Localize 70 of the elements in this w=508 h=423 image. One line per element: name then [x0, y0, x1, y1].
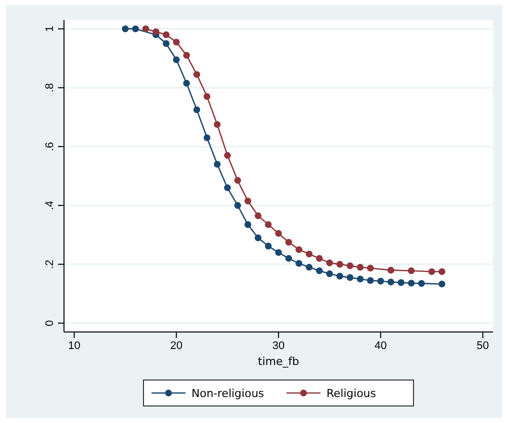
- point: [285, 238, 292, 246]
- x-tick-label: 20: [170, 340, 182, 352]
- point: [204, 134, 210, 142]
- point: [193, 71, 200, 78]
- point: [306, 250, 313, 258]
- point: [336, 272, 344, 280]
- point: [224, 184, 231, 192]
- x-tick-label: 50: [476, 340, 489, 352]
- point: [428, 268, 436, 276]
- point: [408, 267, 415, 274]
- point: [264, 221, 272, 228]
- x-axis-title: time_fb: [258, 355, 300, 368]
- point: [296, 246, 302, 253]
- point: [254, 212, 262, 220]
- point: [224, 152, 231, 159]
- y-tick-label: .4: [44, 200, 56, 210]
- point: [275, 230, 282, 237]
- point: [162, 40, 170, 47]
- point: [214, 160, 221, 168]
- point: [152, 28, 160, 36]
- point: [316, 255, 323, 262]
- point: [162, 31, 170, 38]
- point: [398, 279, 404, 286]
- point: [346, 262, 354, 270]
- point: [438, 268, 446, 276]
- y-tick-label: 0: [44, 320, 56, 326]
- point: [326, 270, 333, 278]
- point: [326, 259, 333, 266]
- y-tick-label: 1: [44, 26, 56, 32]
- point: [132, 25, 139, 32]
- point: [367, 264, 374, 272]
- point: [387, 278, 394, 286]
- y-tick-label: .8: [44, 83, 56, 92]
- point: [346, 274, 354, 281]
- point: [254, 234, 262, 242]
- point: [183, 80, 190, 87]
- x-tick-label: 40: [374, 340, 387, 352]
- point: [367, 277, 374, 284]
- point: [275, 249, 282, 256]
- point: [387, 266, 394, 274]
- point: [214, 121, 221, 128]
- point: [316, 267, 323, 274]
- point: [122, 25, 129, 32]
- y-tick-label: .2: [44, 260, 56, 269]
- point: [234, 177, 242, 184]
- point: [193, 106, 200, 114]
- point: [244, 221, 252, 228]
- point: [264, 242, 272, 250]
- point: [377, 278, 384, 284]
- point: [285, 255, 292, 262]
- y-tick-label: .6: [44, 142, 56, 152]
- point: [356, 264, 364, 271]
- point: [418, 280, 425, 287]
- point: [204, 93, 210, 100]
- point: [244, 198, 252, 204]
- point: [408, 280, 415, 287]
- x-tick-label: 10: [68, 340, 80, 352]
- point: [183, 52, 190, 59]
- point: [336, 260, 344, 268]
- point: [172, 38, 180, 46]
- legend-label: Religious: [326, 387, 376, 400]
- point: [172, 56, 180, 64]
- point: [296, 260, 302, 267]
- point: [438, 280, 446, 288]
- x-tick-label: 30: [272, 340, 285, 352]
- point: [142, 25, 150, 32]
- point: [234, 202, 242, 209]
- point: [356, 276, 364, 282]
- point: [306, 264, 313, 271]
- legend-label: Non-religious: [192, 387, 264, 400]
